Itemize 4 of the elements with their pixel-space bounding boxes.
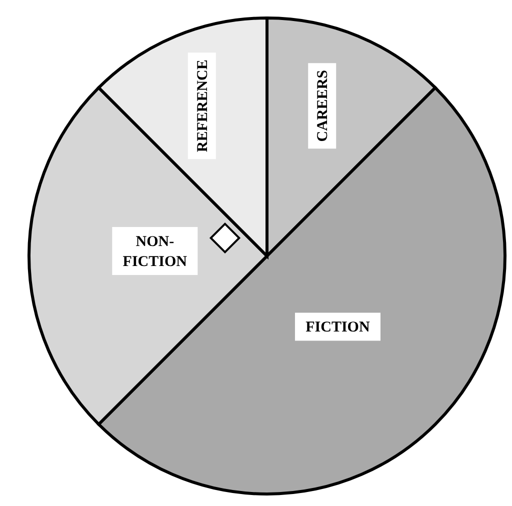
slice-label: FICTION: [306, 320, 370, 336]
legend-label: NON-FICTION: [122, 234, 188, 270]
slice-label: CAREERS: [315, 70, 332, 142]
slice-label: REFERENCE: [194, 60, 211, 152]
